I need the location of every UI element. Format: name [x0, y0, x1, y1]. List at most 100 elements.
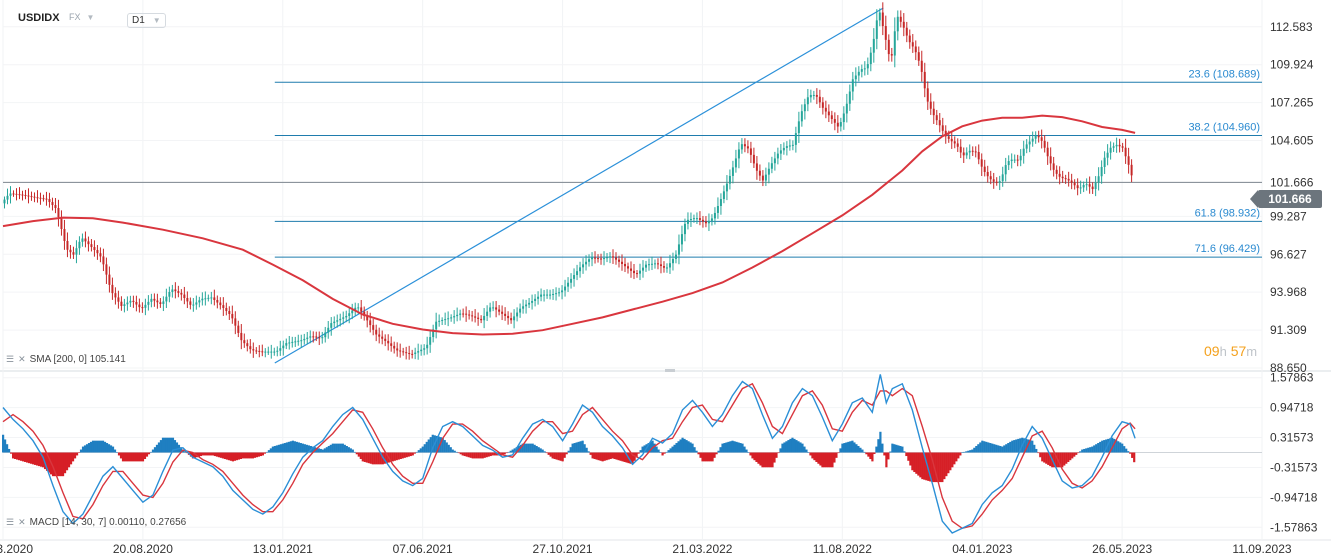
- candle-body: [716, 206, 719, 213]
- candle-body: [1088, 184, 1091, 187]
- close-icon[interactable]: ✕: [18, 517, 26, 527]
- macd-histogram-bar: [1097, 443, 1100, 453]
- macd-histogram-bar: [703, 452, 706, 462]
- macd-histogram-bar: [503, 452, 506, 455]
- candle-body: [1127, 156, 1130, 165]
- macd-histogram-bar: [61, 452, 65, 477]
- candle-body: [701, 219, 704, 222]
- macd-histogram-bar: [241, 452, 245, 459]
- source-selector[interactable]: FX ▼: [69, 12, 94, 22]
- macd-histogram-bar: [705, 452, 708, 462]
- candle-body: [989, 176, 992, 180]
- candle-body: [552, 294, 555, 296]
- macd-histogram-bar: [777, 452, 780, 454]
- menu-icon[interactable]: ☰: [6, 517, 15, 527]
- candle-body: [78, 241, 81, 249]
- macd-tick-label: -0.94718: [1270, 490, 1318, 504]
- candle-body: [971, 150, 974, 152]
- macd-histogram-bar: [843, 443, 846, 453]
- candle-body: [399, 350, 402, 352]
- macd-histogram-bar: [757, 452, 760, 464]
- macd-histogram-bar: [1025, 438, 1028, 453]
- macd-histogram-bar: [1119, 442, 1122, 453]
- macd-histogram-bar: [1001, 446, 1004, 453]
- candle-body: [273, 351, 276, 353]
- price-tick-label: 112.583: [1270, 20, 1313, 34]
- macd-histogram-bar: [555, 452, 558, 460]
- macd-histogram-bar: [1031, 440, 1034, 453]
- macd-histogram-bar: [239, 452, 243, 460]
- macd-histogram-bar: [109, 445, 113, 453]
- macd-histogram-bar: [43, 452, 47, 470]
- macd-histogram-bar: [1093, 445, 1096, 453]
- macd-histogram-bar: [173, 440, 177, 453]
- macd-histogram-bar: [969, 450, 972, 453]
- macd-histogram-bar: [719, 447, 722, 453]
- symbol-button[interactable]: USDIDX: [18, 12, 60, 24]
- candle-body: [1001, 174, 1004, 182]
- macd-histogram-bar: [939, 452, 942, 483]
- macd-histogram-bar: [101, 440, 105, 453]
- macd-histogram-bar: [745, 449, 748, 453]
- candle-body: [656, 263, 659, 265]
- macd-histogram-bar: [355, 452, 358, 455]
- macd-histogram-bar: [643, 445, 646, 453]
- macd-histogram-bar: [857, 445, 860, 453]
- candle-body: [372, 325, 375, 330]
- macd-histogram-bar: [483, 452, 486, 458]
- macd-histogram-bar: [621, 452, 624, 462]
- macd-histogram-bar: [275, 445, 278, 453]
- macd-histogram-bar: [997, 445, 1000, 453]
- timer-minutes: 57: [1230, 343, 1247, 359]
- candle-body: [42, 198, 45, 200]
- chevron-down-icon: ▼: [152, 16, 161, 25]
- macd-histogram-bar: [393, 452, 396, 461]
- candle-body: [189, 301, 192, 305]
- macd-histogram-bar: [83, 445, 87, 453]
- macd-histogram-bar: [903, 451, 906, 453]
- close-icon[interactable]: ✕: [18, 354, 26, 364]
- candle-body: [932, 108, 935, 116]
- timer-hours: 09: [1204, 343, 1220, 359]
- candle-body: [51, 202, 54, 206]
- macd-histogram-bar: [737, 442, 740, 453]
- macd-histogram-bar: [899, 445, 902, 453]
- candle-body: [758, 170, 761, 176]
- macd-histogram-bar: [1083, 448, 1086, 453]
- candle-body: [743, 144, 746, 147]
- candle-body: [923, 71, 926, 89]
- macd-histogram-bar: [1061, 452, 1064, 468]
- candle-body: [836, 122, 839, 127]
- timeframe-selector[interactable]: D1 ▼: [127, 13, 166, 28]
- macd-histogram-bar: [65, 452, 69, 471]
- macd-histogram-bar: [603, 452, 606, 461]
- macd-histogram-bar: [419, 448, 422, 453]
- macd-histogram-bar: [1121, 443, 1124, 453]
- macd-histogram-bar: [269, 448, 272, 453]
- candle-body: [704, 221, 707, 224]
- candle-body: [992, 179, 995, 182]
- candle-body: [1124, 147, 1127, 157]
- candle-body: [369, 320, 372, 326]
- macd-histogram-bar: [925, 452, 928, 481]
- macd-histogram-bar: [325, 447, 328, 453]
- sma-indicator-label[interactable]: ☰ ✕ SMA [200, 0] 105.141: [6, 354, 126, 365]
- macd-histogram-bar: [429, 437, 432, 453]
- candle-body: [288, 342, 291, 344]
- macd-histogram-bar: [1047, 452, 1050, 465]
- candle-body: [1100, 166, 1103, 177]
- candle-body: [749, 148, 752, 155]
- macd-histogram-bar: [289, 441, 292, 453]
- macd-histogram-bar: [207, 452, 211, 456]
- macd-histogram-bar: [345, 445, 348, 453]
- macd-histogram-bar: [327, 445, 330, 453]
- macd-histogram-bar: [123, 452, 127, 462]
- candle-body: [1091, 186, 1094, 190]
- macd-histogram-bar: [111, 446, 115, 453]
- menu-icon[interactable]: ☰: [6, 354, 15, 364]
- macd-histogram-bar: [759, 452, 762, 466]
- candle-body: [162, 301, 165, 304]
- macd-indicator-label[interactable]: ☰ ✕ MACD [14, 30, 7] 0.00110, 0.27656: [6, 517, 186, 528]
- candle-body: [558, 292, 561, 294]
